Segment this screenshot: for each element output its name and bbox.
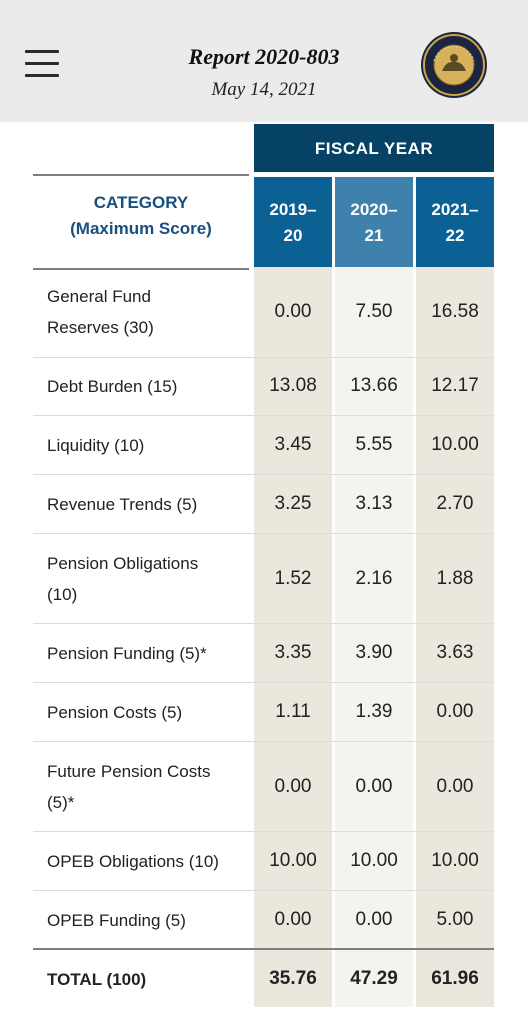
row-value-2021-22: 3.63 — [436, 642, 474, 663]
year-header-2019-20: 2019– 20 — [254, 177, 332, 267]
year-header-2021-22: 2021– 22 — [416, 177, 494, 267]
row-category-line1: Future Pension Costs — [47, 762, 211, 781]
column-background-2021-22 — [416, 252, 494, 1007]
row-category: Pension Obligations (10) — [47, 548, 247, 610]
row-category-line2: (5)* — [47, 793, 75, 812]
row-category: Liquidity (10) — [47, 430, 247, 461]
row-value-2020-21: 13.66 — [350, 375, 398, 396]
row-value-2020-21: 10.00 — [350, 850, 398, 871]
total-value-2020-21: 47.29 — [350, 968, 398, 989]
row-value-2020-21: 0.00 — [355, 776, 393, 797]
category-header-sublabel: (Maximum Score) — [70, 219, 212, 238]
row-value-2021-22: 16.58 — [431, 301, 479, 322]
row-category: OPEB Funding (5) — [47, 905, 247, 936]
row-value-2021-22: 12.17 — [431, 375, 479, 396]
row-category-line1: Pension Costs (5) — [47, 703, 183, 722]
total-row: TOTAL (100) 35.76 47.29 61.96 — [33, 948, 494, 1009]
row-category: OPEB Obligations (10) — [47, 846, 247, 877]
table-row: OPEB Funding (5) 0.00 0.00 5.00 — [33, 891, 494, 948]
row-value-2019-20: 1.52 — [274, 568, 312, 589]
row-category-line1: General Fund — [47, 287, 151, 306]
row-value-2019-20: 0.00 — [274, 776, 312, 797]
row-category-line1: Liquidity (10) — [47, 436, 145, 455]
row-value-2019-20: 3.35 — [274, 642, 312, 663]
row-value-2019-20: 0.00 — [274, 909, 312, 930]
row-category-line1: Revenue Trends (5) — [47, 495, 198, 514]
row-value-2020-21: 2.16 — [355, 568, 393, 589]
row-value-2019-20: 10.00 — [269, 850, 317, 871]
row-category-line1: Pension Funding (5)* — [47, 644, 207, 663]
fiscal-year-header: FISCAL YEAR — [254, 124, 494, 172]
row-category: Future Pension Costs (5)* — [47, 756, 247, 818]
table-row: Pension Obligations (10) 1.52 2.16 1.88 — [33, 534, 494, 624]
table-row: OPEB Obligations (10) 10.00 10.00 10.00 — [33, 832, 494, 891]
row-category: Debt Burden (15) — [47, 371, 247, 402]
row-value-2021-22: 0.00 — [436, 776, 474, 797]
row-category: Pension Funding (5)* — [47, 638, 247, 669]
row-value-2021-22: 2.70 — [436, 493, 474, 514]
total-value-2021-22: 61.96 — [431, 968, 479, 989]
row-category-line1: OPEB Obligations (10) — [47, 852, 219, 871]
year-header-line2: 20 — [283, 226, 303, 245]
year-header-line1: 2019– — [269, 200, 317, 219]
row-value-2021-22: 5.00 — [436, 909, 474, 930]
row-value-2021-22: 0.00 — [436, 701, 474, 722]
row-value-2019-20: 3.45 — [274, 434, 312, 455]
year-header-line1: 2021– — [431, 200, 479, 219]
column-background-2020-21 — [335, 252, 413, 1007]
row-value-2019-20: 1.11 — [275, 701, 311, 722]
year-header-line2: 21 — [364, 226, 384, 245]
row-value-2021-22: 1.88 — [436, 568, 474, 589]
row-value-2020-21: 0.00 — [355, 909, 393, 930]
table-row: Revenue Trends (5) 3.25 3.13 2.70 — [33, 475, 494, 534]
category-header: CATEGORY (Maximum Score) — [33, 174, 249, 270]
report-title: Report 2020-803 — [188, 44, 340, 69]
row-category-line2: Reserves (30) — [47, 318, 154, 337]
table-row: General Fund Reserves (30) 0.00 7.50 16.… — [33, 268, 494, 358]
row-category-line1: Pension Obligations — [47, 554, 199, 573]
row-category: General Fund Reserves (30) — [47, 281, 247, 343]
row-category-line2: (10) — [47, 585, 78, 604]
table-row: Future Pension Costs (5)* 0.00 0.00 0.00 — [33, 742, 494, 832]
row-value-2020-21: 7.50 — [355, 301, 393, 322]
report-date: May 14, 2021 — [211, 79, 317, 100]
row-value-2019-20: 13.08 — [269, 375, 317, 396]
row-value-2021-22: 10.00 — [431, 850, 479, 871]
table-row: Debt Burden (15) 13.08 13.66 12.17 — [33, 358, 494, 416]
state-auditor-seal-icon — [421, 32, 487, 98]
year-header-line2: 22 — [445, 226, 465, 245]
row-value-2020-21: 3.90 — [355, 642, 393, 663]
top-bar: Report 2020-803 May 14, 2021 — [0, 0, 528, 122]
table-row: Pension Funding (5)* 3.35 3.90 3.63 — [33, 624, 494, 683]
year-header-2020-21: 2020– 21 — [335, 177, 413, 267]
row-value-2021-22: 10.00 — [431, 434, 479, 455]
table-row: Pension Costs (5) 1.11 1.39 0.00 — [33, 683, 494, 742]
row-value-2020-21: 1.39 — [355, 701, 393, 722]
total-label: TOTAL (100) — [47, 970, 147, 989]
total-value-2019-20: 35.76 — [269, 968, 317, 989]
row-value-2019-20: 3.25 — [274, 493, 312, 514]
row-category: Pension Costs (5) — [47, 697, 247, 728]
table-row: Liquidity (10) 3.45 5.55 10.00 — [33, 416, 494, 475]
row-category-line1: OPEB Funding (5) — [47, 911, 186, 930]
row-category-line1: Debt Burden (15) — [47, 377, 178, 396]
category-header-label: CATEGORY — [93, 193, 189, 212]
row-value-2020-21: 3.13 — [355, 493, 393, 514]
row-value-2020-21: 5.55 — [355, 434, 393, 455]
row-value-2019-20: 0.00 — [274, 301, 312, 322]
column-background-2019-20 — [254, 252, 332, 1007]
hamburger-menu-icon[interactable] — [25, 50, 59, 82]
year-header-line1: 2020– — [350, 200, 398, 219]
row-category: Revenue Trends (5) — [47, 489, 247, 520]
